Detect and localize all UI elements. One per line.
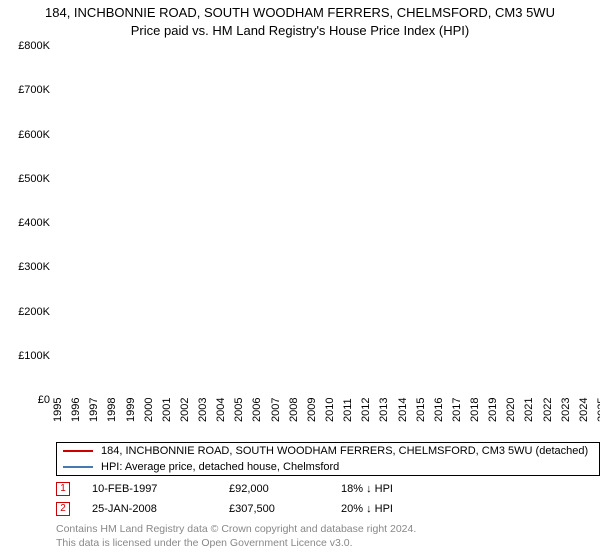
x-tick-label: 1996 [70, 398, 82, 422]
x-tick-label: 1998 [106, 398, 118, 422]
legend-row: 184, INCHBONNIE ROAD, SOUTH WOODHAM FERR… [57, 443, 599, 459]
sale-row: 2 25-JAN-2008 £307,500 20% ↓ HPI [56, 502, 600, 516]
x-tick-label: 2008 [288, 398, 300, 422]
sale-delta: 18% ↓ HPI [341, 483, 393, 495]
x-tick-label: 2001 [161, 398, 173, 422]
x-tick-label: 2017 [451, 398, 463, 422]
x-tick-label: 2015 [415, 398, 427, 422]
sale-price: £92,000 [229, 483, 319, 495]
y-tick-label: £200K [18, 306, 50, 318]
legend-row: HPI: Average price, detached house, Chel… [57, 459, 599, 475]
x-tick-label: 2006 [251, 398, 263, 422]
title-line-1: 184, INCHBONNIE ROAD, SOUTH WOODHAM FERR… [0, 4, 600, 22]
x-tick-label: 2014 [397, 398, 409, 422]
x-tick-label: 2010 [324, 398, 336, 422]
x-tick-label: 2019 [487, 398, 499, 422]
title-line-2: Price paid vs. HM Land Registry's House … [0, 22, 600, 40]
chart-title: 184, INCHBONNIE ROAD, SOUTH WOODHAM FERR… [0, 0, 600, 39]
x-tick-label: 1995 [52, 398, 64, 422]
sale-marker-icon: 1 [56, 482, 70, 496]
x-tick-label: 2023 [560, 398, 572, 422]
legend: 184, INCHBONNIE ROAD, SOUTH WOODHAM FERR… [56, 442, 600, 476]
sale-price: £307,500 [229, 503, 319, 515]
y-tick-label: £300K [18, 261, 50, 273]
sale-marker-icon: 2 [56, 502, 70, 516]
x-tick-label: 2000 [143, 398, 155, 422]
x-tick-label: 2005 [233, 398, 245, 422]
y-tick-label: £800K [18, 40, 50, 52]
y-tick-label: £400K [18, 217, 50, 229]
y-axis: £0£100K£200K£300K£400K£500K£600K£700K£80… [0, 46, 56, 400]
legend-label: HPI: Average price, detached house, Chel… [101, 461, 339, 473]
legend-swatch [63, 466, 93, 468]
x-tick-label: 2024 [578, 398, 590, 422]
sales-table: 1 10-FEB-1997 £92,000 18% ↓ HPI 2 25-JAN-2008… [56, 482, 600, 550]
x-tick-label: 2013 [378, 398, 390, 422]
x-tick-label: 2022 [542, 398, 554, 422]
legend-swatch [63, 450, 93, 452]
x-tick-label: 2025 [596, 398, 600, 422]
x-tick-label: 2009 [306, 398, 318, 422]
sale-date: 25-JAN-2008 [92, 503, 207, 515]
y-tick-label: £100K [18, 350, 50, 362]
licence-text: Contains HM Land Registry data © Crown c… [56, 522, 600, 550]
x-tick-label: 2004 [215, 398, 227, 422]
x-tick-label: 2003 [197, 398, 209, 422]
sale-date: 10-FEB-1997 [92, 483, 207, 495]
x-tick-label: 2021 [523, 398, 535, 422]
y-tick-label: £700K [18, 84, 50, 96]
x-tick-label: 2002 [179, 398, 191, 422]
sale-row: 1 10-FEB-1997 £92,000 18% ↓ HPI [56, 482, 600, 496]
x-tick-label: 2012 [360, 398, 372, 422]
sale-delta: 20% ↓ HPI [341, 503, 393, 515]
x-tick-label: 1997 [88, 398, 100, 422]
legend-label: 184, INCHBONNIE ROAD, SOUTH WOODHAM FERR… [101, 445, 588, 457]
y-tick-label: £0 [38, 394, 50, 406]
x-tick-label: 2020 [505, 398, 517, 422]
x-axis: 1995199619971998199920002001200220032004… [56, 400, 600, 438]
y-tick-label: £600K [18, 129, 50, 141]
x-tick-label: 2016 [433, 398, 445, 422]
chart-plot-area: 12 [56, 46, 600, 400]
y-tick-label: £500K [18, 173, 50, 185]
x-tick-label: 2007 [270, 398, 282, 422]
x-tick-label: 1999 [125, 398, 137, 422]
x-tick-label: 2011 [342, 398, 354, 422]
x-tick-label: 2018 [469, 398, 481, 422]
